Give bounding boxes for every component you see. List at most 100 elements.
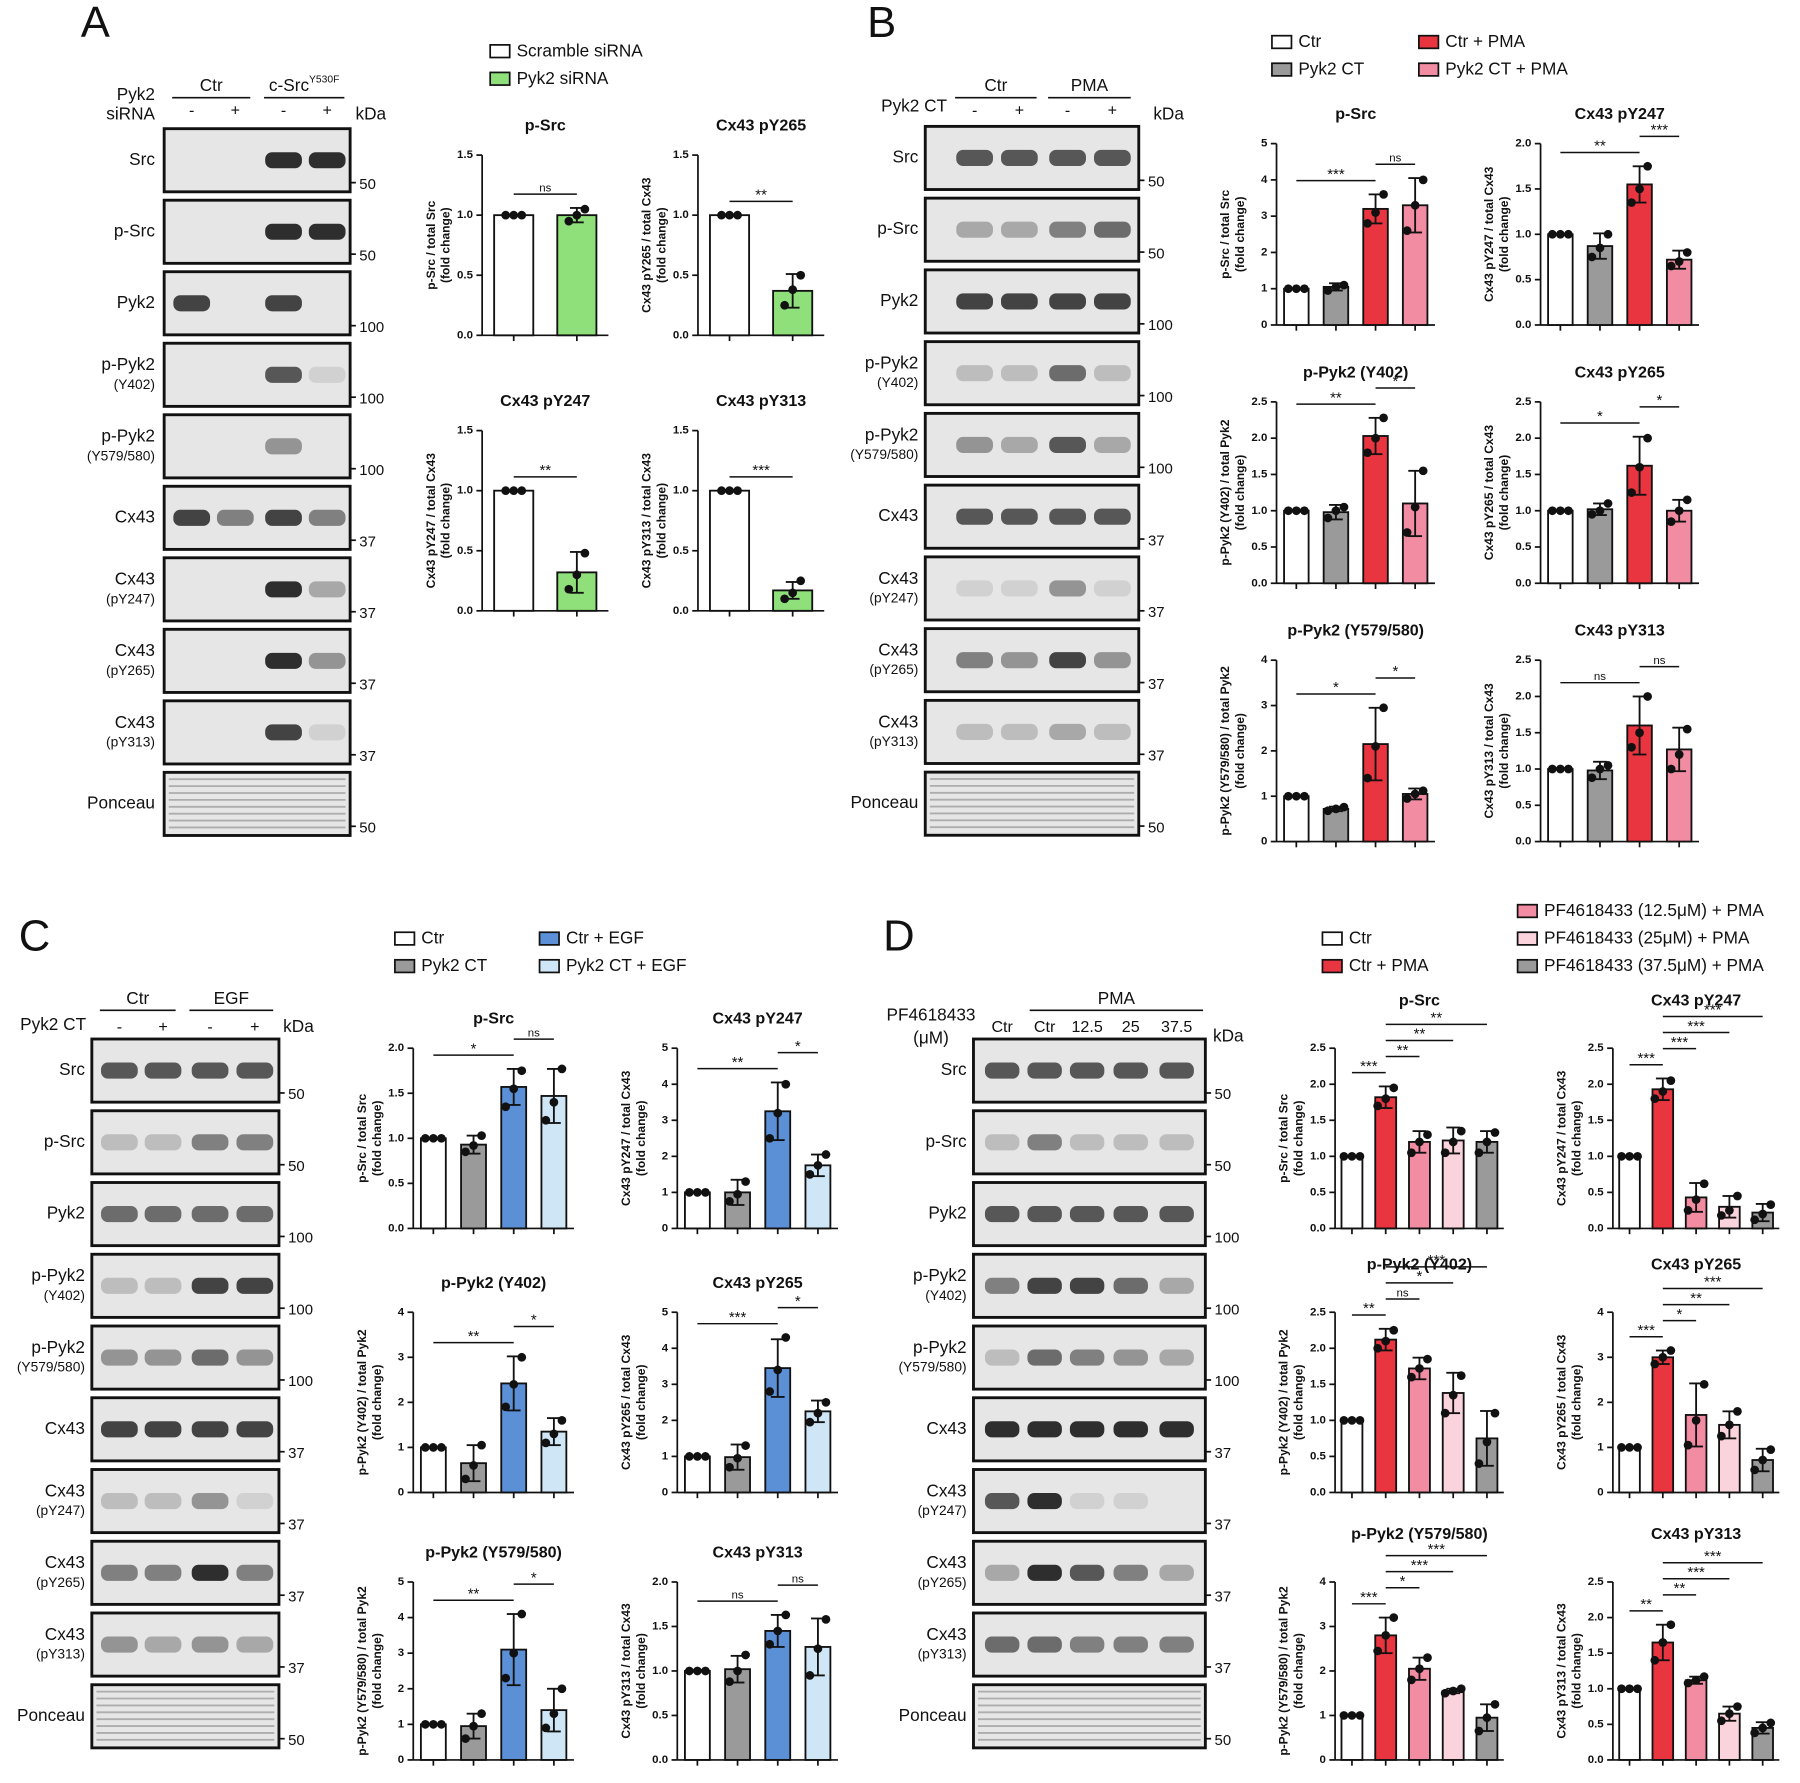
blot-band — [101, 1277, 138, 1294]
y-axis-label: (fold change) — [1233, 196, 1247, 272]
y-axis-label: (fold change) — [1292, 1365, 1306, 1441]
legend-swatch — [394, 931, 416, 946]
kda-marker: 37 — [359, 748, 376, 765]
significance-label: *** — [1704, 1002, 1722, 1019]
row-label: Pyk2 — [47, 1203, 85, 1223]
data-point — [725, 1677, 734, 1687]
data-point — [557, 1684, 567, 1694]
blot-band — [308, 509, 346, 526]
data-point — [741, 1177, 750, 1186]
y-axis-label: Cx43 pY265 / total Cx43 — [1482, 425, 1496, 561]
blot-band — [144, 1493, 182, 1510]
y-tick-label: 2.5 — [1588, 1576, 1605, 1588]
data-point — [1389, 1083, 1399, 1093]
significance-label: ** — [1674, 1580, 1686, 1597]
blot-band — [265, 581, 302, 598]
significance-label: *** — [1637, 1322, 1655, 1339]
y-axis-label: Cx43 pY265 / total Cx43 — [640, 177, 654, 313]
significance-label: * — [531, 1312, 537, 1329]
y-tick-label: 1.5 — [1310, 1378, 1327, 1390]
blot-band — [1049, 723, 1086, 740]
data-point — [469, 1721, 478, 1731]
row-label: Cx43 — [926, 1552, 966, 1572]
data-point — [1373, 1343, 1383, 1353]
y-tick-label: 0 — [662, 1486, 668, 1498]
y-tick-label: 4 — [398, 1306, 405, 1318]
row-label: Pyk2 — [928, 1203, 966, 1223]
significance-label: * — [1417, 1268, 1423, 1285]
y-tick-label: 0.0 — [1588, 1222, 1604, 1234]
significance-label: * — [1400, 1573, 1406, 1590]
data-point — [509, 1648, 519, 1658]
y-axis-label: p-Src / total Src — [1218, 189, 1232, 278]
lane-label: + — [250, 1018, 259, 1036]
blot-box — [162, 556, 352, 623]
lane-label: - — [281, 102, 286, 120]
data-point — [733, 1666, 742, 1676]
data-point — [821, 1615, 831, 1624]
row-sublabel: (Y402) — [925, 1288, 966, 1303]
y-tick-label: 2 — [1320, 1665, 1326, 1677]
data-point — [1339, 280, 1349, 290]
kda-marker: 50 — [1215, 1158, 1232, 1175]
kda-marker: 50 — [1148, 245, 1165, 262]
blot-band — [1069, 1493, 1105, 1510]
row-label: Cx43 — [926, 1418, 966, 1438]
row-label: p-Pyk2 — [913, 1337, 967, 1357]
y-axis-label: (fold change) — [370, 1365, 384, 1441]
bar — [684, 1670, 711, 1761]
data-point — [725, 1462, 734, 1472]
y-tick-label: 1.0 — [1588, 1150, 1604, 1162]
legend-label: Ctr — [421, 928, 444, 948]
data-point — [1717, 1716, 1726, 1726]
blot-band — [1159, 1421, 1194, 1438]
row-label: p-Pyk2 — [865, 424, 919, 444]
significance-label: *** — [1687, 1564, 1705, 1581]
y-tick-label: 1.5 — [1515, 727, 1532, 739]
y-tick-label: 2.0 — [1515, 690, 1531, 702]
blot-band — [1027, 1062, 1062, 1079]
bar — [1340, 1714, 1364, 1761]
data-point — [517, 1066, 527, 1076]
blot-band — [1001, 293, 1038, 310]
data-point — [477, 1440, 486, 1450]
data-point — [693, 1666, 702, 1676]
data-point — [1635, 184, 1644, 194]
row-label: Cx43 — [45, 1480, 85, 1500]
blot-band — [1159, 1134, 1194, 1151]
kda-marker: 100 — [359, 462, 384, 479]
row-sublabel: (Y579/580) — [87, 448, 155, 463]
blot-band — [1069, 1134, 1105, 1151]
y-tick-label: 2.5 — [1310, 1042, 1327, 1054]
kda-marker: 100 — [1215, 1373, 1240, 1390]
row-label: Ponceau — [899, 1705, 967, 1725]
kda-marker: 100 — [359, 319, 384, 336]
blot-band — [191, 1277, 229, 1294]
blot-band — [144, 1134, 182, 1151]
data-point — [1339, 1151, 1349, 1161]
blot-band — [144, 1636, 182, 1653]
data-point — [1440, 1148, 1450, 1158]
blot-band — [101, 1349, 138, 1366]
y-tick-label: 0 — [1597, 1486, 1603, 1498]
row-sublabel: (pY313) — [36, 1647, 85, 1662]
data-point — [765, 1387, 775, 1396]
data-point — [1603, 229, 1613, 239]
data-point — [1423, 1130, 1432, 1140]
bar — [709, 214, 751, 337]
blot-band — [984, 1421, 1020, 1438]
data-point — [1658, 1638, 1668, 1647]
row-label: Cx43 — [115, 640, 155, 660]
blot-band — [1113, 1564, 1148, 1581]
y-tick-label: 0.0 — [673, 605, 689, 617]
y-axis-label: p-Pyk2 (Y579/580) / total Pyk2 — [1218, 666, 1232, 836]
data-point — [501, 1673, 511, 1683]
blot-band — [1027, 1493, 1062, 1510]
data-point — [1389, 1325, 1399, 1335]
data-point — [1564, 506, 1573, 516]
data-point — [1407, 1148, 1416, 1158]
data-point — [509, 210, 519, 220]
significance-label: * — [1597, 408, 1603, 425]
y-tick-label: 0 — [398, 1486, 404, 1498]
data-point — [1658, 1087, 1668, 1096]
